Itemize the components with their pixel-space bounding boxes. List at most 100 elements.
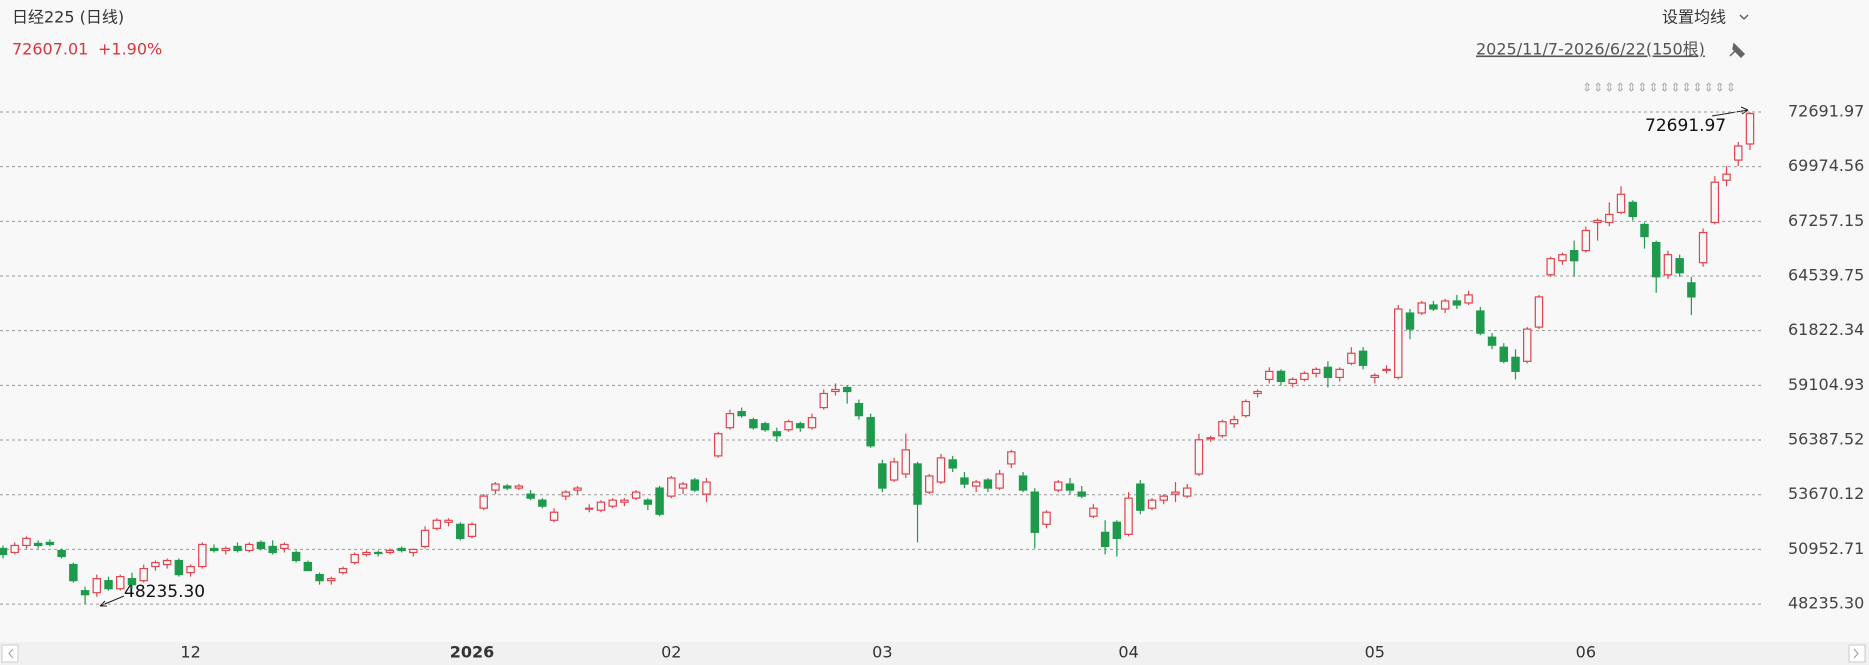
candle-body — [268, 545, 277, 554]
candle-body — [854, 402, 864, 417]
candle-body — [1558, 254, 1567, 262]
candle-body — [538, 499, 547, 507]
candle-body — [303, 561, 313, 572]
scroll-left-icon[interactable] — [8, 648, 14, 659]
candle-body — [1370, 374, 1380, 379]
candle-body — [1394, 308, 1403, 379]
scroll-right-icon[interactable] — [1853, 648, 1859, 659]
candle-body — [1464, 294, 1473, 304]
candle-body — [69, 563, 78, 582]
y-tick-label: 67257.15 — [1788, 211, 1864, 230]
candle-body — [1007, 451, 1016, 465]
candle-body — [80, 590, 90, 596]
candle-body — [1698, 231, 1708, 264]
candle-body — [995, 473, 1004, 489]
dropdown-icon[interactable] — [1739, 14, 1749, 20]
candle-body — [608, 499, 617, 507]
candle-body — [1546, 258, 1555, 276]
candle-body — [209, 547, 219, 552]
candle-body — [819, 392, 828, 409]
candle-body — [1300, 372, 1309, 381]
candle-body — [22, 537, 31, 547]
y-tick-label: 64539.75 — [1788, 265, 1864, 284]
candle-body — [1593, 219, 1602, 224]
y-tick-label: 48235.30 — [1788, 594, 1864, 613]
candle-body — [772, 431, 782, 437]
candle-body — [1687, 282, 1696, 298]
change-percent: +1.90% — [98, 40, 162, 59]
candle-body — [1628, 201, 1637, 218]
candle-body — [1323, 366, 1333, 379]
candle-body — [678, 483, 688, 489]
candle-body — [45, 541, 55, 546]
candle-body — [151, 561, 160, 568]
candle-body — [456, 523, 465, 539]
y-tick-label: 50952.71 — [1788, 539, 1864, 558]
candle-body — [585, 507, 594, 510]
candle-body — [1218, 421, 1227, 437]
candle-body — [350, 553, 359, 564]
candle-body — [280, 543, 289, 550]
candle-body — [1581, 229, 1591, 252]
candle-body — [244, 543, 254, 552]
candle-body — [1100, 531, 1110, 548]
candle-body — [960, 477, 969, 485]
candle-body — [1710, 181, 1720, 224]
y-tick-label: 56387.52 — [1788, 430, 1864, 449]
candle-body — [1511, 356, 1520, 372]
candle-body — [1171, 491, 1180, 495]
candle-body — [807, 417, 817, 429]
candle-body — [1616, 193, 1626, 214]
candle-body — [725, 413, 735, 429]
candle-body — [1440, 300, 1450, 310]
candle-body — [526, 493, 535, 499]
date-range[interactable]: 2025/11/7-2026/6/22(150根) — [1476, 40, 1705, 59]
candle-body — [385, 549, 395, 554]
x-tick-label: 02 — [661, 643, 681, 662]
candle-body — [643, 499, 653, 505]
candle-body — [1476, 310, 1485, 334]
x-tick-label: 12 — [180, 643, 200, 662]
y-tick-label: 72691.97 — [1788, 101, 1864, 120]
candle-body — [1112, 521, 1122, 539]
candle-body — [514, 485, 524, 489]
candle-body — [291, 551, 301, 562]
x-axis-bar — [0, 642, 1869, 665]
scroll-left[interactable] — [1, 644, 19, 663]
candle-body — [432, 519, 442, 529]
candle-body — [784, 421, 793, 431]
candle-body — [760, 423, 770, 431]
x-tick-label: 04 — [1118, 643, 1138, 662]
candle-body — [913, 463, 922, 505]
scroll-right[interactable] — [1848, 644, 1866, 663]
candle-body — [1534, 296, 1544, 328]
candle-body — [561, 491, 571, 497]
candle-body — [796, 423, 805, 429]
candle-body — [1276, 370, 1286, 383]
candle-body — [713, 433, 723, 457]
candle-body — [549, 511, 559, 521]
candle-body — [1605, 213, 1614, 224]
candle-body — [502, 485, 512, 489]
candle-body — [1089, 507, 1098, 517]
candle-body — [1675, 258, 1684, 274]
pin-icon[interactable] — [1729, 42, 1746, 59]
candle-body — [1347, 352, 1356, 364]
plot: 48235.30 50952.71 53670.12 56387.52 59104.93… — [0, 101, 1864, 662]
candle-body — [573, 487, 582, 491]
chart-title: 日经225 (日线) — [12, 8, 124, 27]
max-arrow — [1711, 106, 1749, 117]
ma-setting[interactable]: 设置均线 — [1662, 8, 1726, 27]
candle-body — [1241, 400, 1251, 417]
candle-body — [397, 547, 406, 552]
candle-body — [338, 567, 348, 574]
candle-body — [925, 475, 934, 493]
candle-body — [1030, 491, 1040, 533]
candle-body — [1640, 223, 1649, 238]
candle-body — [667, 477, 676, 497]
candle-body — [1335, 368, 1344, 379]
candle-body — [1734, 145, 1743, 161]
x-tick-label: 03 — [872, 643, 892, 662]
candle-body — [889, 461, 899, 481]
